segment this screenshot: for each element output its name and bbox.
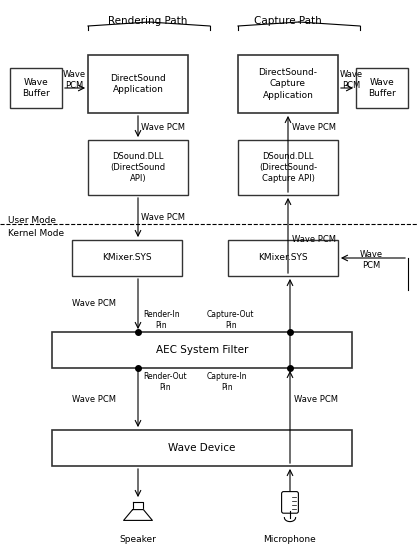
Bar — [238, 140, 338, 195]
Text: Wave PCM: Wave PCM — [292, 235, 336, 244]
Text: KMixer.SYS: KMixer.SYS — [258, 254, 308, 263]
Text: Wave PCM: Wave PCM — [294, 394, 338, 403]
Text: User Mode: User Mode — [8, 216, 56, 225]
Text: Wave
PCM: Wave PCM — [360, 250, 383, 270]
Bar — [52, 332, 352, 368]
Text: Capture-In
Pin: Capture-In Pin — [207, 372, 247, 392]
Text: Wave Device: Wave Device — [168, 443, 236, 453]
Text: Capture-Out
Pin: Capture-Out Pin — [207, 310, 255, 330]
Bar — [10, 68, 62, 108]
Text: Render-Out
Pin: Render-Out Pin — [143, 372, 186, 392]
Text: Render-In
Pin: Render-In Pin — [143, 310, 180, 330]
Text: AEC System Filter: AEC System Filter — [156, 345, 248, 355]
Text: DSound.DLL
(DirectSound
API): DSound.DLL (DirectSound API) — [110, 152, 166, 183]
Polygon shape — [133, 502, 143, 510]
FancyBboxPatch shape — [282, 491, 298, 513]
Text: Wave
Buffer: Wave Buffer — [368, 78, 396, 98]
Bar — [72, 240, 182, 276]
Bar — [356, 68, 408, 108]
Text: Speaker: Speaker — [120, 535, 156, 544]
Bar — [88, 140, 188, 195]
Bar — [52, 430, 352, 466]
Text: DirectSound-
Capture
Application: DirectSound- Capture Application — [258, 68, 318, 100]
Text: Microphone: Microphone — [264, 535, 316, 544]
Bar — [228, 240, 338, 276]
Text: Capture Path: Capture Path — [254, 16, 322, 26]
Text: Kernel Mode: Kernel Mode — [8, 229, 64, 238]
Text: DirectSound
Application: DirectSound Application — [110, 74, 166, 94]
Text: Wave
PCM: Wave PCM — [63, 70, 86, 90]
Text: Wave PCM: Wave PCM — [72, 300, 116, 309]
Text: KMixer.SYS: KMixer.SYS — [102, 254, 152, 263]
Text: Wave
Buffer: Wave Buffer — [22, 78, 50, 98]
Text: Wave PCM: Wave PCM — [141, 213, 185, 223]
Text: DSound.DLL
(DirectSound-
Capture API): DSound.DLL (DirectSound- Capture API) — [259, 152, 317, 183]
Text: Wave PCM: Wave PCM — [141, 124, 185, 132]
Bar — [88, 55, 188, 113]
Text: Rendering Path: Rendering Path — [108, 16, 188, 26]
Text: Wave
PCM: Wave PCM — [340, 70, 363, 90]
Bar — [238, 55, 338, 113]
Text: Wave PCM: Wave PCM — [292, 124, 336, 132]
Text: Wave PCM: Wave PCM — [72, 394, 116, 403]
Polygon shape — [124, 510, 153, 520]
